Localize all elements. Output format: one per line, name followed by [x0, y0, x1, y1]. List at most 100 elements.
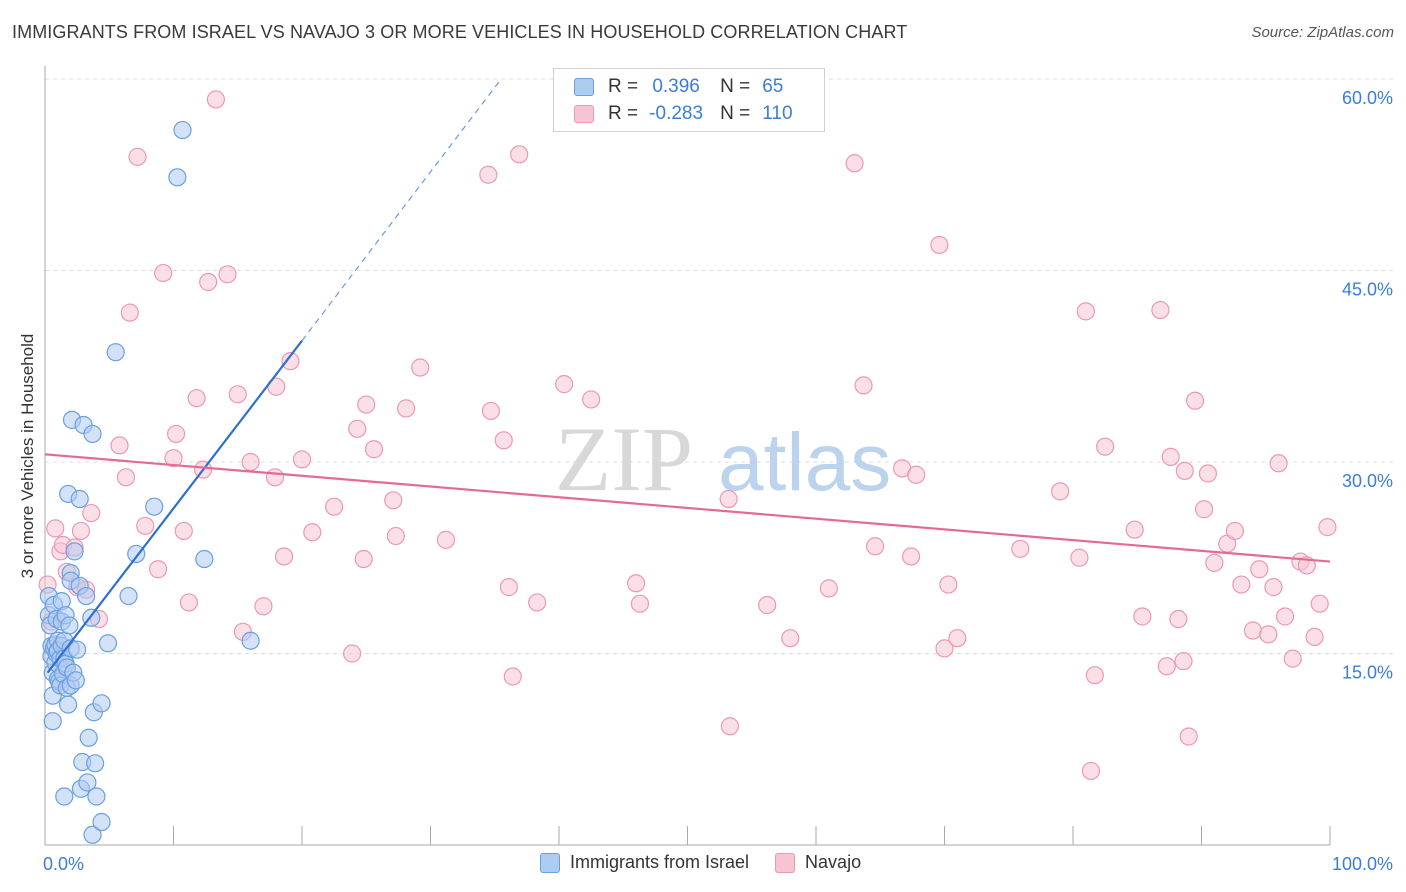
- watermark-atlas: atlas: [718, 417, 891, 508]
- legend-swatch-israel: [574, 78, 594, 96]
- navajo-point: [166, 424, 186, 444]
- navajo-point: [1269, 454, 1288, 473]
- y-tick-label: 45.0%: [1342, 280, 1393, 300]
- series-legend-israel[interactable]: Immigrants from Israel: [540, 852, 749, 873]
- navajo-point: [357, 395, 376, 414]
- israel-point: [92, 694, 111, 713]
- navajo-point: [71, 521, 91, 541]
- navajo-point: [1096, 437, 1115, 456]
- navajo-point: [128, 147, 147, 166]
- navajo-point: [630, 594, 650, 613]
- navajo-point: [1232, 575, 1251, 594]
- navajo-point: [1070, 548, 1089, 567]
- navajo-point: [720, 717, 740, 736]
- series-legend-navajo[interactable]: Navajo: [775, 852, 861, 873]
- navajo-point: [436, 530, 456, 549]
- series-legend: Immigrants from Israel Navajo: [540, 852, 887, 873]
- chart-title: IMMIGRANTS FROM ISRAEL VS NAVAJO 3 OR MO…: [12, 22, 908, 42]
- navajo-point: [174, 521, 193, 541]
- navajo-point: [348, 419, 367, 438]
- navajo-point: [1175, 461, 1194, 481]
- series-swatch-navajo: [775, 852, 796, 873]
- navajo-point: [510, 145, 529, 164]
- israel-point: [173, 120, 192, 140]
- navajo-point: [281, 352, 300, 371]
- navajo-trend-line: [44, 453, 1331, 563]
- navajo-point: [1310, 594, 1329, 613]
- legend-n-value-israel: 65: [762, 76, 784, 97]
- navajo-point: [1305, 627, 1324, 647]
- legend-swatch-navajo: [574, 105, 594, 123]
- israel-point: [78, 773, 97, 792]
- axes: [44, 66, 1331, 846]
- navajo-point: [120, 303, 139, 322]
- navajo-point: [179, 593, 199, 612]
- israel-point: [92, 812, 111, 832]
- navajo-point: [930, 235, 949, 255]
- navajo-point: [1250, 560, 1269, 579]
- navajo-point: [758, 595, 777, 615]
- navajo-point: [1205, 553, 1224, 572]
- navajo-point: [866, 537, 885, 556]
- navajo-point: [187, 389, 206, 408]
- navajo-point: [499, 578, 518, 597]
- israel-point: [66, 671, 85, 690]
- israel-point: [65, 542, 84, 561]
- navajo-point: [206, 90, 226, 109]
- israel-point: [83, 424, 102, 444]
- navajo-point: [1283, 649, 1302, 668]
- navajo-point: [819, 579, 838, 598]
- israel-trend-line: [46, 340, 303, 674]
- navajo-point: [555, 375, 574, 394]
- navajo-point: [116, 468, 136, 487]
- legend-n-value-navajo: 110: [762, 103, 793, 124]
- israel-trend-extension: [301, 78, 502, 342]
- navajo-point: [854, 376, 873, 395]
- navajo-point: [494, 431, 513, 450]
- navajo-point: [110, 436, 129, 455]
- navajo-point: [325, 497, 344, 516]
- israel-point: [119, 586, 138, 606]
- series-swatch-israel: [540, 852, 560, 873]
- navajo-point: [386, 526, 405, 546]
- navajo-point: [411, 358, 430, 377]
- navajo-point: [1076, 302, 1095, 321]
- navajo-point: [82, 503, 101, 523]
- navajo-point: [1174, 652, 1193, 671]
- x-tick-label-max: 100.0%: [1332, 854, 1393, 874]
- navajo-point: [254, 597, 273, 616]
- x-tick-label-min: 0.0%: [43, 854, 84, 874]
- navajo-point: [1243, 621, 1263, 640]
- israel-points: [39, 120, 260, 844]
- navajo-point: [148, 560, 168, 579]
- navajo-point: [364, 440, 384, 459]
- navajo-point: [1318, 518, 1337, 537]
- israel-point: [55, 787, 74, 806]
- israel-point: [86, 754, 105, 773]
- navajo-point: [1225, 521, 1245, 541]
- israel-point: [145, 497, 164, 516]
- navajo-point: [1051, 482, 1070, 501]
- navajo-point: [1081, 761, 1101, 781]
- israel-point: [168, 168, 187, 187]
- legend-r-value-israel: 0.396: [652, 76, 700, 97]
- israel-point: [77, 586, 96, 606]
- navajo-point: [845, 154, 864, 173]
- navajo-point: [939, 575, 958, 594]
- israel-point: [106, 343, 125, 362]
- source-credit: Source: ZipAtlas.com: [1251, 24, 1394, 41]
- legend-n-label: N =: [720, 76, 751, 97]
- israel-point: [70, 489, 89, 509]
- navajo-point: [503, 667, 522, 686]
- legend-r-label: R =: [608, 76, 639, 97]
- navajo-point: [1194, 500, 1214, 519]
- navajo-point: [1264, 578, 1283, 597]
- navajo-point: [396, 399, 416, 418]
- navajo-point: [228, 385, 247, 404]
- navajo-point: [719, 489, 738, 509]
- israel-point: [195, 549, 214, 569]
- navajo-point: [164, 449, 183, 468]
- navajo-point: [582, 390, 601, 409]
- series-label-israel: Immigrants from Israel: [570, 852, 750, 872]
